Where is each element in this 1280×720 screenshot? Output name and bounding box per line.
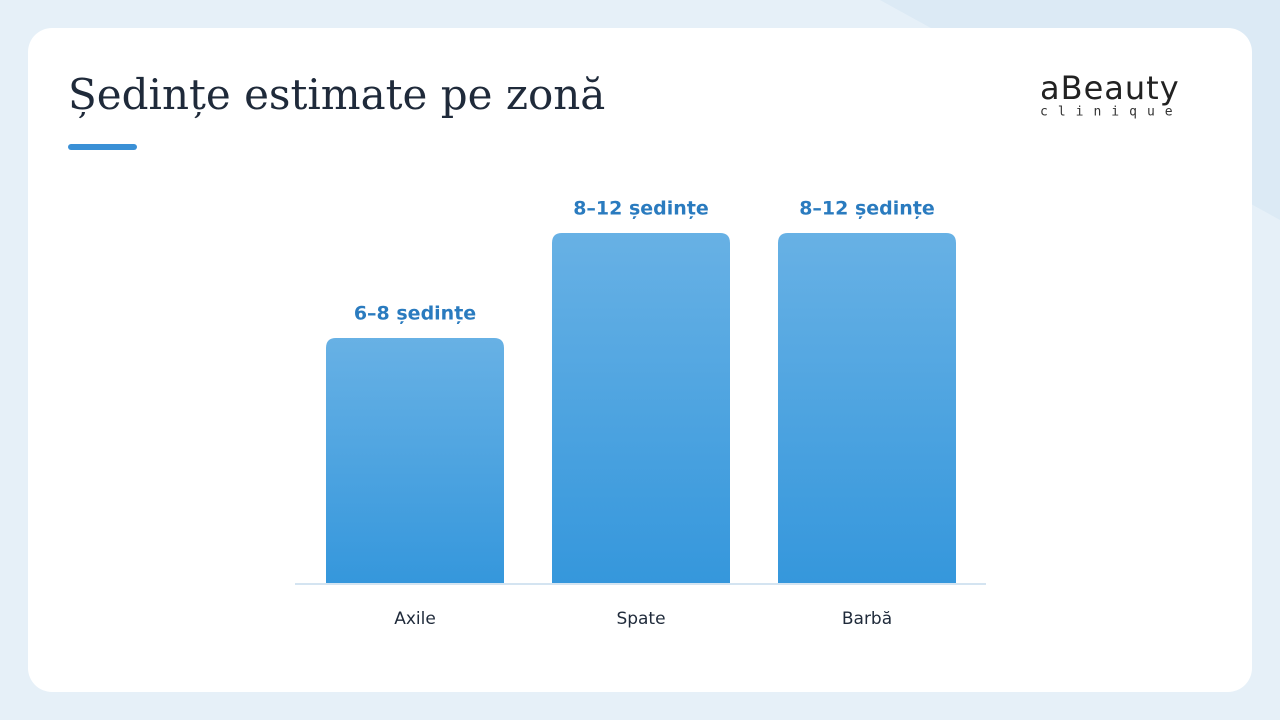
value-label: 6–8 ședințe xyxy=(354,303,476,325)
x-tick-label: Axile xyxy=(394,609,436,629)
x-tick-label: Barbă xyxy=(842,609,892,629)
bar xyxy=(552,233,730,583)
title-underline xyxy=(68,144,137,150)
logo-tagline: clinique xyxy=(1040,105,1183,120)
chart-title: Ședințe estimate pe zonă xyxy=(68,70,605,119)
bar xyxy=(778,233,956,583)
logo-name: aBeauty xyxy=(1040,69,1180,107)
value-label: 8–12 ședințe xyxy=(799,198,935,220)
bar xyxy=(326,338,504,583)
value-label: 8–12 ședințe xyxy=(573,198,709,220)
x-tick-label: Spate xyxy=(616,609,665,629)
